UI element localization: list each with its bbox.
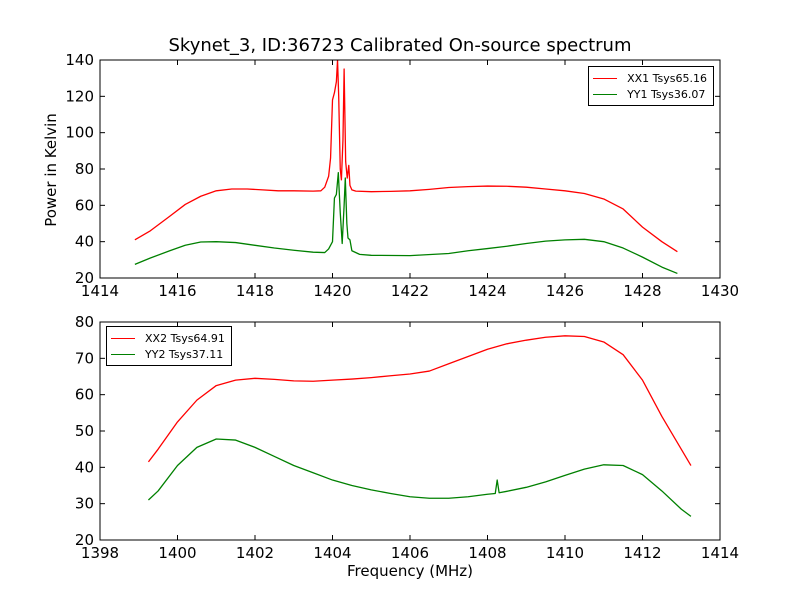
top-y-tick-label: 80 xyxy=(75,160,94,178)
top-series-line-2 xyxy=(134,171,678,275)
top-x-tick-label: 1414 xyxy=(81,282,119,300)
top-series-line-1 xyxy=(134,60,678,253)
top-x-tick-label: 1430 xyxy=(701,282,739,300)
legend-swatch-xx1 xyxy=(593,77,618,79)
legend-bottom: XX2 Tsys64.91 YY2 Tsys37.11 xyxy=(106,326,232,366)
legend-top: XX1 Tsys65.16 YY1 Tsys36.07 xyxy=(588,66,714,106)
top-spectrum-plot: 1414 1416 1418 1420 1422 1424 1426 1428 1430 20 40… xyxy=(65,51,739,300)
bottom-x-tick-label: 1398 xyxy=(81,544,119,562)
top-x-tick-label: 1424 xyxy=(468,282,506,300)
legend-label-yy2: YY2 Tsys37.11 xyxy=(145,347,224,361)
bottom-x-tick-label: 1404 xyxy=(313,544,351,562)
legend-label-xx2: XX2 Tsys64.91 xyxy=(145,331,225,345)
top-y-tick-label: 120 xyxy=(65,87,94,105)
top-x-tick-label: 1416 xyxy=(158,282,196,300)
top-x-tick-label: 1420 xyxy=(313,282,351,300)
bottom-y-tick-label: 80 xyxy=(75,313,94,331)
bottom-y-tick-label: 60 xyxy=(75,386,94,404)
legend-entry-yy2: YY2 Tsys37.11 xyxy=(111,346,225,362)
bottom-series-line-2 xyxy=(147,438,692,517)
top-y-tick-label: 20 xyxy=(75,269,94,287)
y-axis-label: Power in Kelvin xyxy=(42,113,60,227)
x-axis-label: Frequency (MHz) xyxy=(346,562,474,580)
bottom-x-tick-label: 1412 xyxy=(623,544,661,562)
chart-title: Skynet_3, ID:36723 Calibrated On-source … xyxy=(168,35,632,56)
bottom-x-tick-label: 1406 xyxy=(391,544,429,562)
top-x-tick-label: 1426 xyxy=(546,282,584,300)
legend-entry-yy1: YY1 Tsys36.07 xyxy=(593,86,707,102)
top-y-tick-label: 40 xyxy=(75,233,94,251)
top-y-tick-label: 60 xyxy=(75,196,94,214)
bottom-y-tick-label: 50 xyxy=(75,422,94,440)
legend-label-yy1: YY1 Tsys36.07 xyxy=(627,87,706,101)
bottom-spectrum-plot: 1398 1400 1402 1404 1406 1408 1410 1412 1414 20 30… xyxy=(75,313,739,562)
top-x-tick-label: 1418 xyxy=(236,282,274,300)
bottom-x-tick-label: 1402 xyxy=(236,544,274,562)
legend-swatch-xx2 xyxy=(111,337,135,339)
top-y-tick-label: 100 xyxy=(65,124,94,142)
legend-entry-xx2: XX2 Tsys64.91 xyxy=(111,330,225,346)
legend-label-xx1: XX1 Tsys65.16 xyxy=(627,71,707,85)
top-y-tick-label: 140 xyxy=(65,51,94,69)
top-x-tick-label: 1422 xyxy=(391,282,429,300)
legend-entry-xx1: XX1 Tsys65.16 xyxy=(593,70,707,86)
bottom-x-tick-label: 1400 xyxy=(158,544,196,562)
bottom-y-tick-label: 40 xyxy=(75,458,94,476)
bottom-y-tick-label: 70 xyxy=(75,349,94,367)
bottom-y-tick-label: 20 xyxy=(75,531,94,549)
bottom-x-tick-label: 1414 xyxy=(701,544,739,562)
bottom-x-tick-label: 1408 xyxy=(468,544,506,562)
bottom-series-line-1 xyxy=(147,335,692,466)
bottom-y-tick-label: 30 xyxy=(75,495,94,513)
bottom-x-tick-label: 1410 xyxy=(546,544,584,562)
top-x-tick-label: 1428 xyxy=(623,282,661,300)
legend-swatch-yy1 xyxy=(593,93,618,95)
legend-swatch-yy2 xyxy=(111,353,135,355)
